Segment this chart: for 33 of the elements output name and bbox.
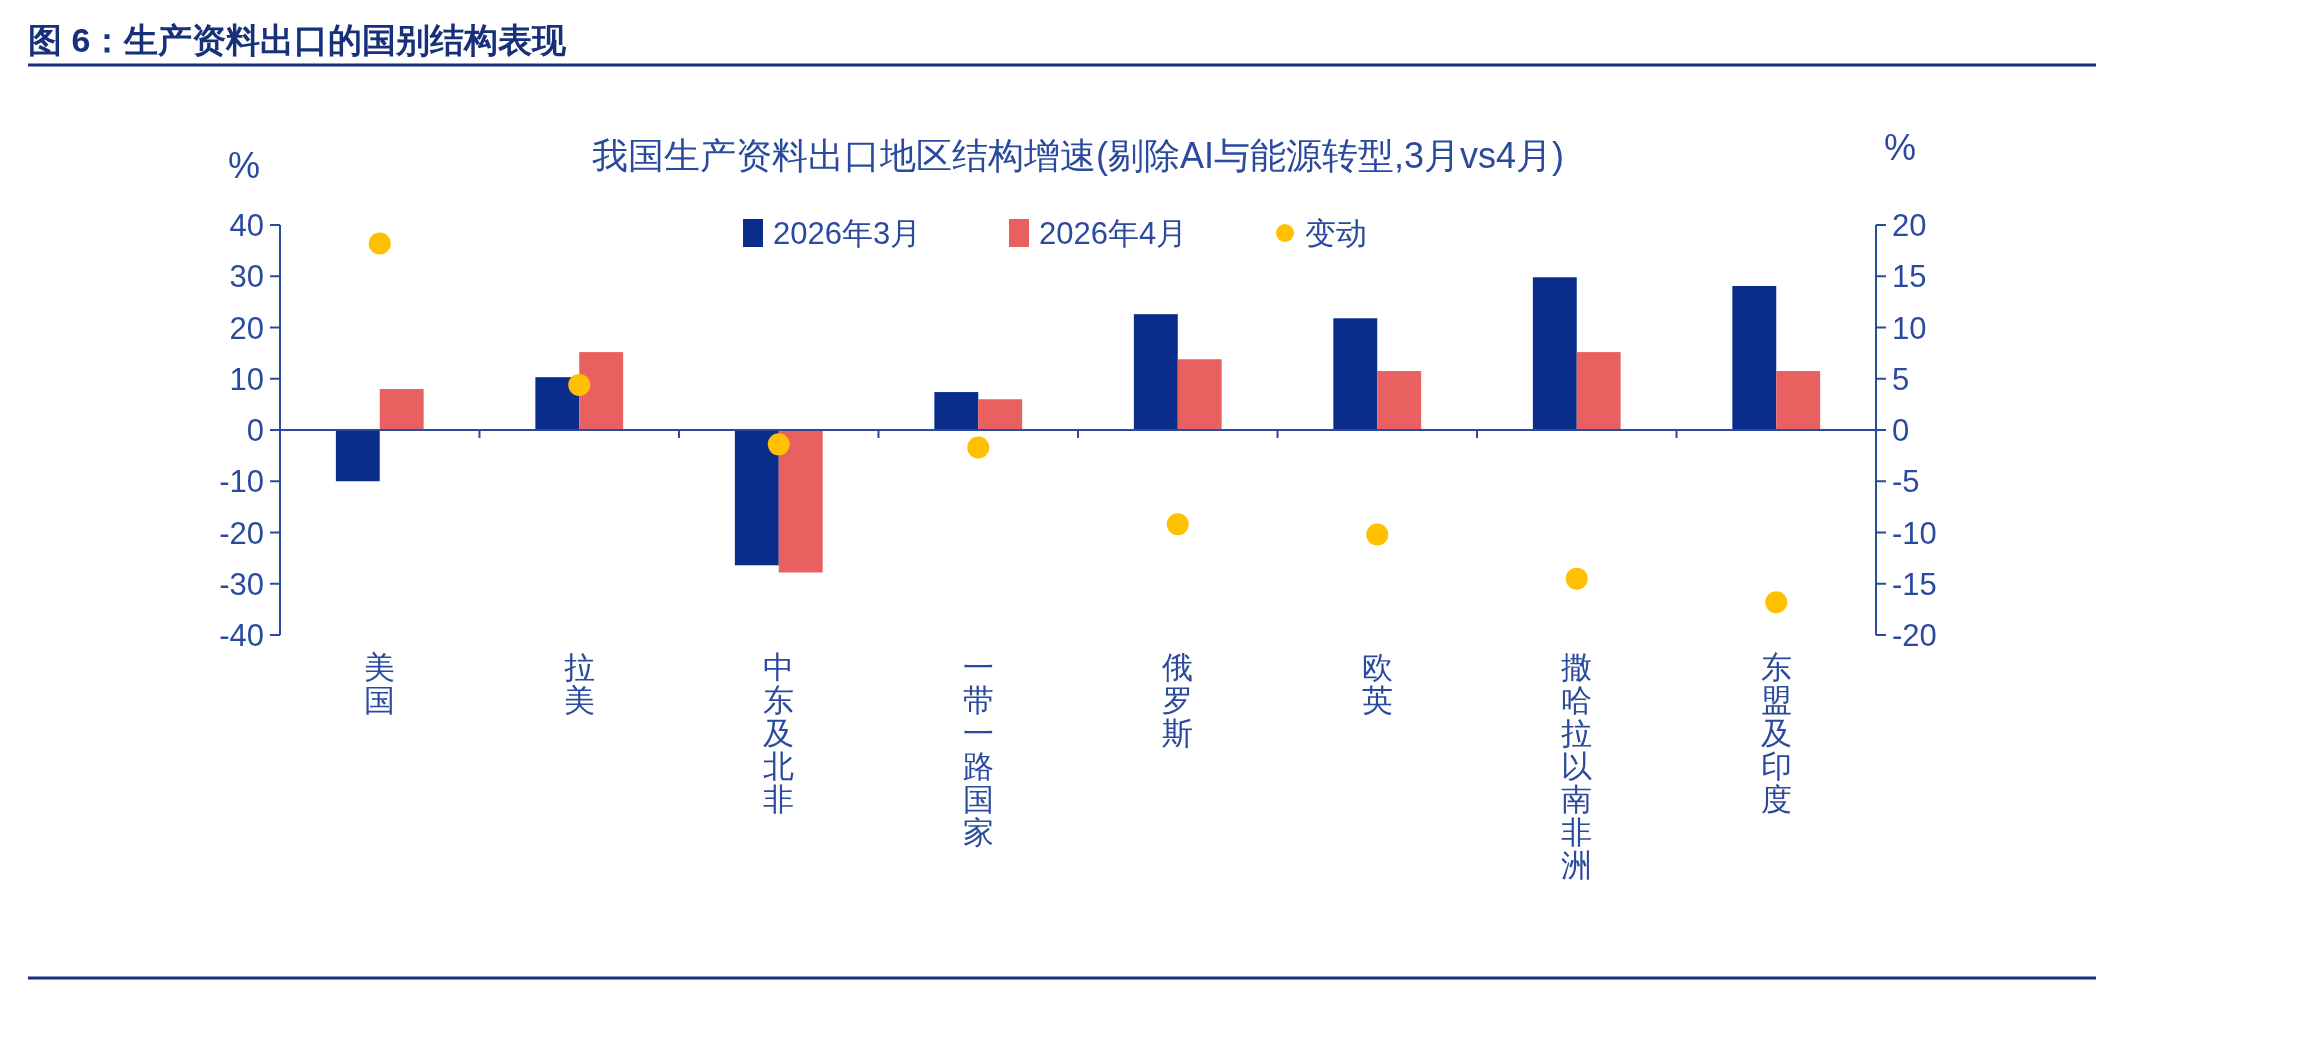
y-tick-label: 0 [246,413,264,448]
x-tick-label: 撒哈拉以南非洲 [1561,650,1593,883]
y-tick-label: 10 [229,361,264,397]
y2-tick-label: 15 [1892,259,1927,295]
chart-title: 图 6：生产资料出口的国别结构表现 [28,21,568,59]
y-tick-label: 40 [229,208,264,243]
y2-axis-title: % [1883,127,1917,168]
y-tick-label: -10 [219,464,264,500]
y-tick-label: 20 [229,310,264,346]
x-tick-label: 美国 [364,650,396,718]
y2-tick-label: 5 [1892,361,1910,397]
x-tick-label: 拉美 [563,650,595,718]
x-tick-label: 欧英 [1361,650,1393,718]
legend-label: 2026年3月 [773,216,922,251]
y2-tick-label: -20 [1892,618,1937,653]
y-tick-label: -30 [219,566,264,602]
x-tick-label: 中东及北非 [763,650,795,817]
y2-tick-label: -5 [1892,464,1920,500]
legend-label: 变动 [1305,216,1367,251]
y2-tick-label: 10 [1892,310,1927,346]
legend-label: 2026年4月 [1039,216,1188,251]
y-tick-label: -20 [219,515,264,551]
x-tick-label: 俄罗斯 [1162,650,1194,751]
y-axis-title: % [227,145,261,186]
x-tick-label: 一带一路国家 [962,650,994,850]
x-tick-label: 东盟及印度 [1760,650,1792,817]
y2-tick-label: 0 [1892,413,1910,448]
y2-tick-label: 20 [1892,208,1927,243]
y-tick-label: 30 [229,259,264,295]
y2-tick-label: -15 [1892,566,1937,602]
chart-subtitle: 我国生产资料出口地区结构增速(剔除AI与能源转型,3月vs4月) [591,135,1565,176]
y2-tick-label: -10 [1892,515,1937,551]
y-tick-label: -40 [219,618,264,653]
